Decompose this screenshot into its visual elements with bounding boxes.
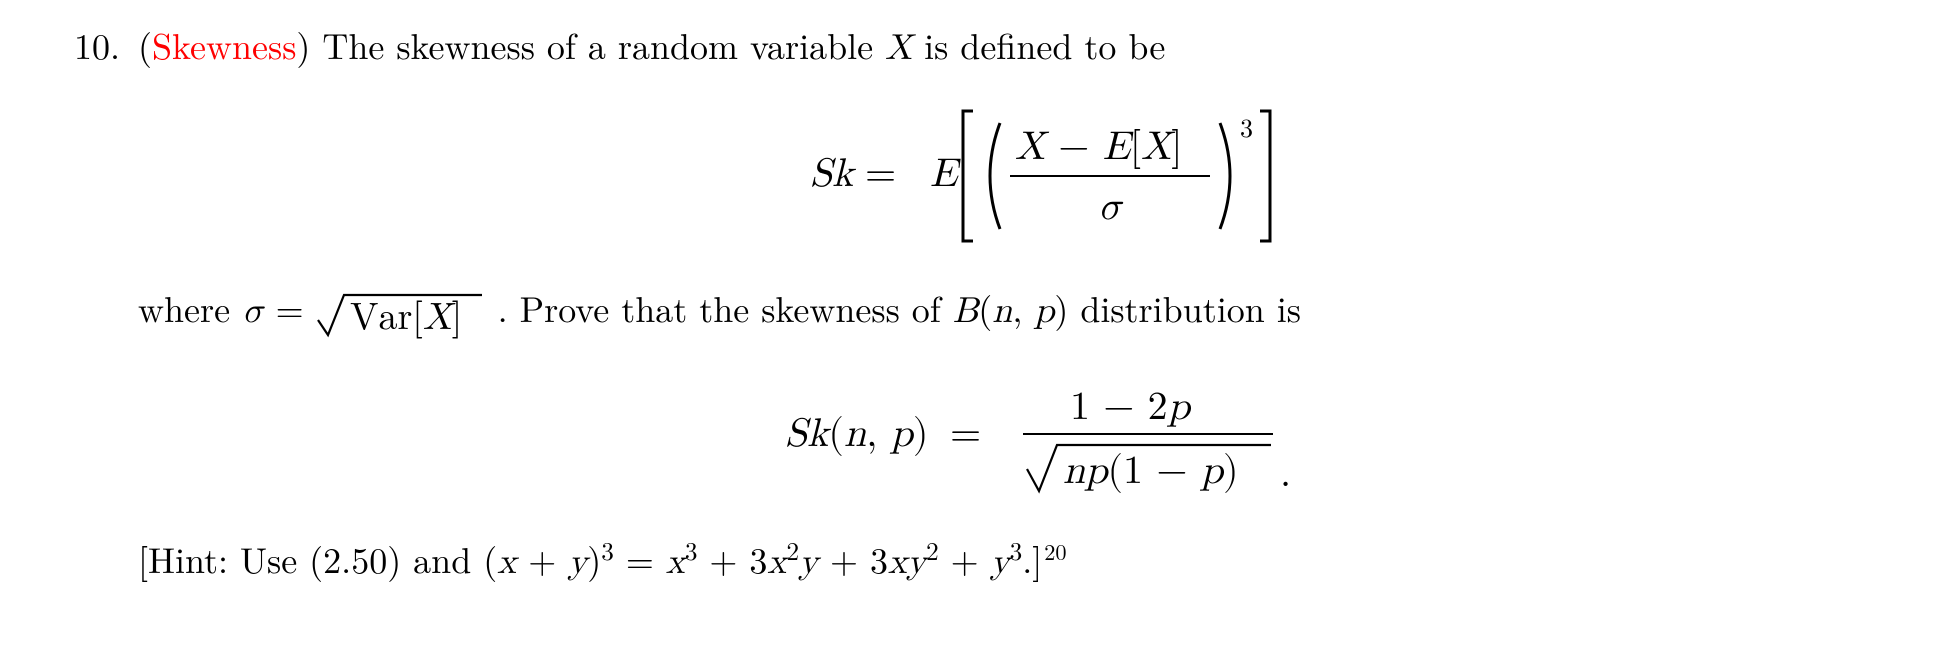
intro-text-2: is defined to be: [912, 19, 1165, 70]
sk-definition-svg: Sk = E X − E[X] σ 3: [775, 101, 1295, 251]
svg-text:X − E[X]: X − E[X]: [1015, 127, 1182, 169]
footnote-20: 20: [1044, 536, 1066, 567]
sk-fraction: X − E[X] σ: [1010, 127, 1210, 227]
hint-x1: x: [497, 544, 516, 580]
hint-t3a: x: [888, 544, 907, 580]
hint-plus3: + 3: [818, 533, 888, 584]
denom-open: (1 −: [1107, 451, 1200, 493]
label-text: Skewness: [152, 19, 296, 70]
where-eq: =: [264, 282, 316, 333]
sqrt-var-inline: Var[X]: [316, 282, 498, 333]
sk-eq: =: [865, 154, 896, 194]
where-3: distribution is: [1068, 282, 1301, 333]
hint-eq: =: [614, 533, 666, 584]
problem-body: (Skewness) The skewness of a random vari…: [138, 20, 1931, 587]
hint-p2: 2: [786, 533, 799, 568]
sk-np-svg: Sk(n, p) = 1 − 2p np(1 − p) .: [725, 371, 1345, 501]
sk2-n: n: [843, 414, 865, 454]
big-right-bracket: [1260, 111, 1270, 241]
sk2-eq: =: [950, 414, 981, 454]
sk-power-3: 3: [1240, 117, 1253, 143]
hint-p4: 3: [1010, 533, 1023, 568]
display-formula-sk-def: Sk = E X − E[X] σ 3: [138, 101, 1931, 251]
label-open: (: [138, 19, 152, 70]
hint-plus2: + 3: [697, 533, 767, 584]
where-2: . Prove that the skewness of: [498, 282, 953, 333]
problem-number: 10.: [20, 20, 138, 70]
hint-t3b: y: [907, 544, 926, 580]
intro-line: (Skewness) The skewness of a random vari…: [138, 20, 1931, 73]
intro-var-x: X: [885, 30, 912, 66]
hint-closebr: .]: [1022, 533, 1042, 584]
svg-text:1 − 2p: 1 − 2p: [1070, 387, 1193, 427]
where-line: where σ = Var[X] . Prove that the skewne…: [138, 283, 1931, 342]
big-left-paren: [990, 123, 1000, 229]
hint-t4: y: [991, 544, 1010, 580]
hint-plus1: +: [516, 533, 568, 584]
sk2-period: .: [1280, 454, 1291, 494]
dist-comma: ,: [1012, 282, 1034, 333]
denom-close: ): [1222, 451, 1238, 493]
display-formula-sk-np: Sk(n, p) = 1 − 2p np(1 − p) .: [138, 371, 1931, 501]
hint-open: [Hint: Use (2.50) and (: [138, 533, 497, 584]
dist-B: B: [953, 293, 979, 329]
hint-pow3: 3: [601, 533, 614, 568]
sk2-comma: ,: [866, 414, 890, 454]
sigma-var: σ: [242, 293, 264, 329]
sk-lhs: Sk: [810, 154, 856, 194]
frac-minus: −: [1045, 127, 1103, 167]
hint-t2b: y: [799, 544, 818, 580]
svg-text:np(1 − p): np(1 − p): [1063, 451, 1239, 493]
hint-p1: 3: [685, 533, 698, 568]
dist-n: n: [992, 293, 1012, 329]
hint-t1: x: [666, 544, 685, 580]
sk-E: E: [930, 154, 961, 194]
var-label: Var: [350, 299, 412, 337]
sk2-open: (: [828, 414, 844, 456]
svg-text:Sk(n, p): Sk(n, p): [785, 414, 928, 456]
hint-p3: 2: [926, 533, 939, 568]
big-left-bracket: [963, 111, 973, 241]
dist-open: (: [978, 282, 992, 333]
svg-text:Sk: Sk: [810, 154, 856, 194]
big-right-paren: [1220, 123, 1230, 229]
frac-denom-sigma: σ: [1098, 187, 1124, 227]
hint-line: [Hint: Use (2.50) and (x + y)3 = x3 + 3x…: [138, 533, 1931, 587]
svg-text:Var[X]: Var[X]: [350, 299, 462, 339]
hint-close-pow: ): [587, 533, 601, 584]
sk2-p: p: [889, 414, 915, 454]
sk2-lhs: Sk: [785, 414, 831, 454]
hint-y1: y: [568, 544, 587, 580]
dist-p: p: [1034, 293, 1054, 329]
intro-text-1: The skewness of a random variable: [310, 19, 885, 70]
hint-plus4: +: [939, 533, 991, 584]
where-1: where: [138, 282, 242, 333]
denom-np: np: [1063, 451, 1110, 491]
sk2-close: ): [912, 414, 928, 456]
hint-t2a: x: [767, 544, 786, 580]
label-close: ): [296, 19, 310, 70]
problem-10: 10. (Skewness) The skewness of a random …: [20, 20, 1931, 587]
dist-close: ): [1054, 282, 1068, 333]
denom-p: p: [1199, 451, 1225, 491]
